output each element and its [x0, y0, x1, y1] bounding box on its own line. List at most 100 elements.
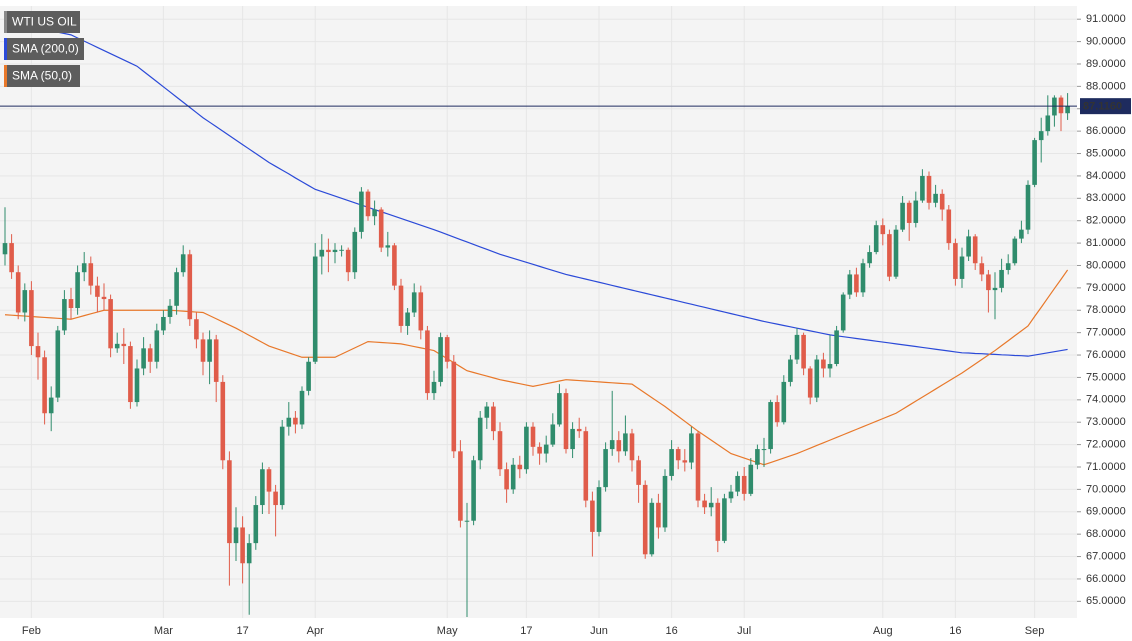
x-tick-label: Mar — [154, 625, 173, 637]
y-tick-label: 85.0000 — [1086, 147, 1126, 159]
candle-body — [174, 272, 179, 306]
candle-body — [471, 460, 476, 521]
candle-body — [880, 225, 886, 235]
legend-swatch — [4, 38, 7, 60]
y-tick-label: 90.0000 — [1086, 35, 1126, 47]
candle-body — [854, 274, 859, 293]
candle-body — [913, 200, 919, 223]
candle-body — [88, 263, 94, 286]
candle-body — [194, 319, 199, 340]
candle-body — [372, 209, 377, 217]
legend-box — [4, 11, 80, 33]
candle-body — [636, 460, 641, 485]
candle-body — [1045, 115, 1051, 132]
candle-body — [801, 334, 806, 369]
candle-body — [246, 543, 252, 564]
candle-body — [55, 330, 61, 398]
y-tick-label: 79.0000 — [1086, 282, 1126, 294]
y-tick-label: 71.0000 — [1086, 461, 1126, 473]
candle-body — [755, 449, 760, 465]
candle-body — [629, 433, 635, 461]
candle-body — [319, 249, 325, 257]
candle-body — [161, 316, 166, 331]
candle-body — [207, 339, 212, 362]
candle-body — [48, 397, 54, 414]
legend-label: WTI US OIL — [12, 15, 77, 29]
candle-body — [9, 243, 14, 273]
y-tick-label: 66.0000 — [1086, 573, 1126, 585]
candle-body — [121, 343, 127, 347]
y-tick-label: 77.0000 — [1086, 327, 1126, 339]
candle-body — [906, 202, 912, 223]
candle-body — [821, 359, 826, 369]
last-price-box — [1080, 98, 1131, 115]
candle-body — [642, 484, 648, 555]
candle-body — [62, 299, 67, 331]
candle-body — [425, 330, 430, 394]
candle-body — [609, 440, 615, 450]
candle-body — [491, 406, 496, 432]
y-tick-label: 74.0000 — [1086, 394, 1126, 406]
x-tick-label: 16 — [949, 625, 961, 637]
candle-body — [728, 491, 734, 499]
candle-body — [339, 249, 344, 251]
x-tick-label: 17 — [236, 625, 248, 637]
candle-body — [141, 348, 146, 369]
candle-body — [530, 426, 536, 447]
candle-body — [576, 428, 582, 432]
candle-body — [768, 402, 773, 450]
candle-body — [1019, 229, 1024, 239]
plot-background — [0, 6, 1077, 618]
candle-body — [966, 236, 971, 257]
y-tick-label: 65.0000 — [1086, 595, 1126, 607]
candle-body — [227, 460, 232, 544]
candle-body — [352, 231, 358, 273]
candle-body — [834, 330, 839, 364]
candle-body — [748, 464, 754, 494]
y-tick-label: 76.0000 — [1086, 349, 1126, 361]
overlay-lines — [4, 20, 1069, 466]
candle-body — [187, 254, 193, 320]
candle-body — [213, 339, 219, 382]
candle-body — [623, 433, 628, 452]
candle-body — [695, 433, 701, 501]
candle-body — [570, 428, 575, 450]
candle-body — [900, 202, 905, 230]
candle-body — [590, 500, 595, 532]
y-tick-label: 88.0000 — [1086, 80, 1126, 92]
candle-body — [656, 502, 661, 528]
candle-body — [675, 449, 681, 461]
candle-body — [682, 460, 688, 463]
candle-body — [972, 236, 978, 264]
candle-body — [649, 502, 655, 555]
candle-body — [662, 475, 668, 528]
candle-body — [702, 500, 707, 508]
candle-body — [180, 254, 186, 273]
candle-body — [332, 249, 338, 253]
candle-body — [42, 357, 47, 414]
y-tick-label: 70.0000 — [1086, 483, 1126, 495]
y-tick-label: 91.0000 — [1086, 13, 1126, 25]
x-tick-label: 16 — [665, 625, 677, 637]
x-tick-label: Jul — [737, 625, 751, 637]
candle-body — [260, 469, 265, 506]
candle-body — [484, 406, 490, 418]
candle-body — [1038, 131, 1044, 141]
candle-body — [233, 527, 239, 544]
y-tick-label: 69.0000 — [1086, 506, 1126, 518]
candle-body — [286, 417, 292, 427]
y-tick-label: 84.0000 — [1086, 170, 1126, 182]
y-tick-label: 82.0000 — [1086, 215, 1126, 227]
y-tick-label: 72.0000 — [1086, 439, 1126, 451]
candle-body — [167, 305, 173, 317]
legend: WTI US OIL SMA (200,0) SMA (50,0) — [4, 11, 84, 87]
candle-body — [326, 249, 331, 253]
last-price-label: 87.1160 — [1083, 101, 1122, 113]
candle-body — [253, 505, 259, 544]
candle-body — [761, 449, 767, 451]
candle-body — [35, 346, 41, 358]
candle-body — [279, 426, 285, 506]
y-tick-label: 89.0000 — [1086, 58, 1126, 70]
candle-body — [887, 234, 892, 277]
candle-body — [933, 193, 938, 203]
